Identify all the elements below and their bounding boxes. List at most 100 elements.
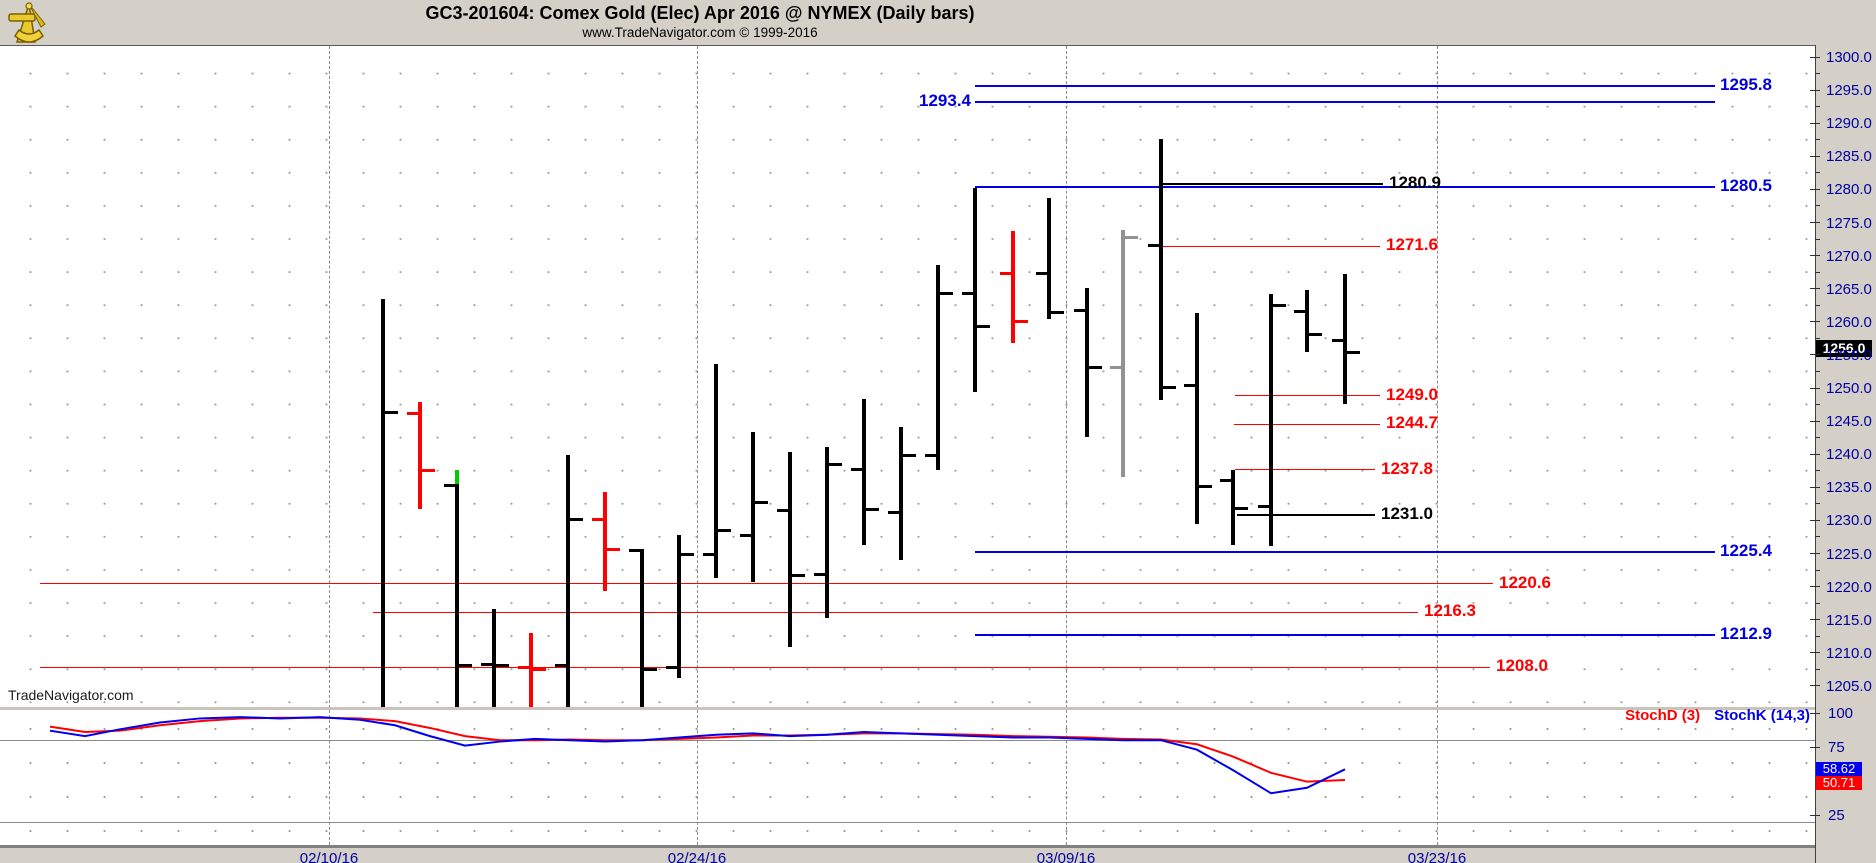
level-line-1237.8 bbox=[1235, 469, 1375, 471]
price-axis-label: 1290.0 bbox=[1826, 115, 1872, 133]
ohlc-bar-seg bbox=[866, 507, 879, 511]
stoch-badge-d: 50.71 bbox=[1816, 776, 1862, 790]
ohlc-bar-seg bbox=[755, 500, 768, 504]
price-axis-tick bbox=[1810, 288, 1820, 290]
level-line-1225.4 bbox=[975, 550, 1715, 553]
stoch-axis-label: 100 bbox=[1828, 705, 1854, 722]
price-axis-tick bbox=[1810, 586, 1820, 588]
price-axis-minor-tick bbox=[1815, 668, 1820, 670]
ohlc-bar-seg bbox=[529, 632, 533, 708]
ohlc-bar-seg bbox=[1148, 243, 1161, 247]
ohlc-bar-seg bbox=[518, 665, 531, 669]
price-axis-label: 1220.0 bbox=[1826, 578, 1872, 596]
watermark-text: TradeNavigator.com bbox=[8, 687, 134, 703]
level-label-1244.7: 1244.7 bbox=[1386, 413, 1438, 433]
ohlc-bar-seg bbox=[1294, 310, 1307, 314]
ohlc-bar-seg bbox=[903, 453, 916, 457]
price-axis-tick bbox=[1810, 89, 1820, 91]
ohlc-bar-seg bbox=[1121, 230, 1125, 478]
stoch-axis-label: 75 bbox=[1828, 739, 1845, 756]
ohlc-bar-seg bbox=[459, 664, 472, 668]
ohlc-bar-seg bbox=[829, 462, 842, 466]
ohlc-bar-seg bbox=[1184, 384, 1197, 388]
legend-stochk: StochK (14,3) bbox=[1714, 707, 1810, 724]
level-line-1208.0 bbox=[40, 666, 1490, 668]
date-gridline bbox=[329, 710, 330, 845]
level-line-1216.3 bbox=[373, 611, 1418, 613]
price-axis-minor-tick bbox=[1815, 205, 1820, 207]
level-line-1212.9 bbox=[975, 633, 1715, 636]
ohlc-bar-seg bbox=[1000, 272, 1013, 276]
ohlc-bar-seg bbox=[825, 447, 829, 619]
level-line-1271.6 bbox=[1162, 245, 1380, 247]
ohlc-bar-seg bbox=[962, 292, 975, 296]
ohlc-bar-seg bbox=[751, 432, 755, 583]
price-axis-minor-tick bbox=[1815, 238, 1820, 240]
ohlc-bar-seg bbox=[1235, 506, 1248, 510]
price-axis-tick bbox=[1810, 56, 1820, 58]
date-gridline bbox=[1437, 710, 1438, 845]
price-axis-label: 1285.0 bbox=[1826, 148, 1872, 166]
ohlc-bar-seg bbox=[925, 453, 938, 457]
price-axis-label: 1225.0 bbox=[1826, 545, 1872, 563]
price-axis-tick bbox=[1810, 321, 1820, 323]
level-line-1295.8 bbox=[975, 84, 1715, 87]
ohlc-bar-seg bbox=[1347, 351, 1360, 355]
ohlc-bar-seg bbox=[629, 549, 642, 553]
level-label-1220.6: 1220.6 bbox=[1499, 572, 1551, 592]
ohlc-bar-seg bbox=[1110, 366, 1123, 370]
ohlc-bar-seg bbox=[788, 451, 792, 648]
ohlc-bar-seg bbox=[851, 467, 864, 471]
date-gridline bbox=[697, 710, 698, 845]
level-line-1280.9 bbox=[1159, 183, 1383, 186]
tradenavigator-logo-icon bbox=[5, 2, 55, 49]
ohlc-bar-seg bbox=[418, 402, 422, 510]
price-axis-minor-tick bbox=[1815, 271, 1820, 273]
ohlc-bar-seg bbox=[977, 324, 990, 328]
price-axis-label: 1255.0 bbox=[1826, 346, 1872, 364]
date-tick-label: 03/09/16 bbox=[1036, 850, 1096, 863]
ohlc-bar-seg bbox=[1074, 309, 1087, 313]
chart-header: GC3-201604: Comex Gold (Elec) Apr 2016 @… bbox=[0, 0, 1400, 45]
ohlc-bar-seg bbox=[455, 484, 459, 708]
ohlc-bar-seg bbox=[1085, 287, 1089, 438]
stochastic-plot-area[interactable] bbox=[0, 710, 1815, 846]
level-label-1295.8: 1295.8 bbox=[1720, 74, 1772, 94]
ohlc-bar-seg bbox=[640, 549, 644, 708]
price-axis-minor-tick bbox=[1815, 337, 1820, 339]
price-axis-tick bbox=[1810, 222, 1820, 223]
ohlc-bar-seg bbox=[777, 508, 790, 512]
ohlc-bar-seg bbox=[555, 663, 568, 667]
ohlc-bar-seg bbox=[644, 668, 657, 672]
price-axis-tick bbox=[1810, 553, 1820, 554]
ohlc-bar-seg bbox=[899, 427, 903, 560]
price-axis-minor-tick bbox=[1815, 73, 1820, 75]
ohlc-bar-seg bbox=[940, 292, 953, 296]
level-label-1280.9: 1280.9 bbox=[1389, 173, 1441, 193]
price-axis-minor-tick bbox=[1815, 503, 1820, 505]
ohlc-bar-seg bbox=[681, 553, 694, 556]
price-axis-tick bbox=[1810, 486, 1820, 488]
chart-subtitle: www.TradeNavigator.com © 1999-2016 bbox=[582, 25, 818, 40]
price-axis-minor-tick bbox=[1815, 304, 1820, 306]
ohlc-bar-seg bbox=[407, 411, 420, 415]
price-axis-label: 1235.0 bbox=[1826, 479, 1872, 497]
price-axis-minor-tick bbox=[1815, 536, 1820, 538]
level-line-1249.0 bbox=[1235, 395, 1380, 397]
level-label-1212.9: 1212.9 bbox=[1720, 623, 1772, 643]
date-gridline bbox=[1066, 710, 1067, 845]
ohlc-bar-seg bbox=[422, 468, 435, 472]
price-axis-tick bbox=[1810, 122, 1820, 124]
price-axis-label: 1230.0 bbox=[1826, 512, 1872, 530]
price-plot-area[interactable] bbox=[0, 45, 1815, 708]
ohlc-bar-seg bbox=[1015, 319, 1028, 323]
price-axis-tick bbox=[1810, 354, 1820, 356]
ohlc-bar-seg bbox=[814, 572, 827, 576]
ohlc-bar-seg bbox=[570, 517, 583, 521]
price-axis-label: 1270.0 bbox=[1826, 247, 1872, 265]
date-gridline bbox=[697, 46, 698, 708]
price-axis-minor-tick bbox=[1815, 437, 1820, 439]
ohlc-bar-seg bbox=[1220, 478, 1233, 482]
ohlc-bar-seg bbox=[455, 470, 459, 485]
date-tick-label: 02/24/16 bbox=[667, 850, 727, 863]
